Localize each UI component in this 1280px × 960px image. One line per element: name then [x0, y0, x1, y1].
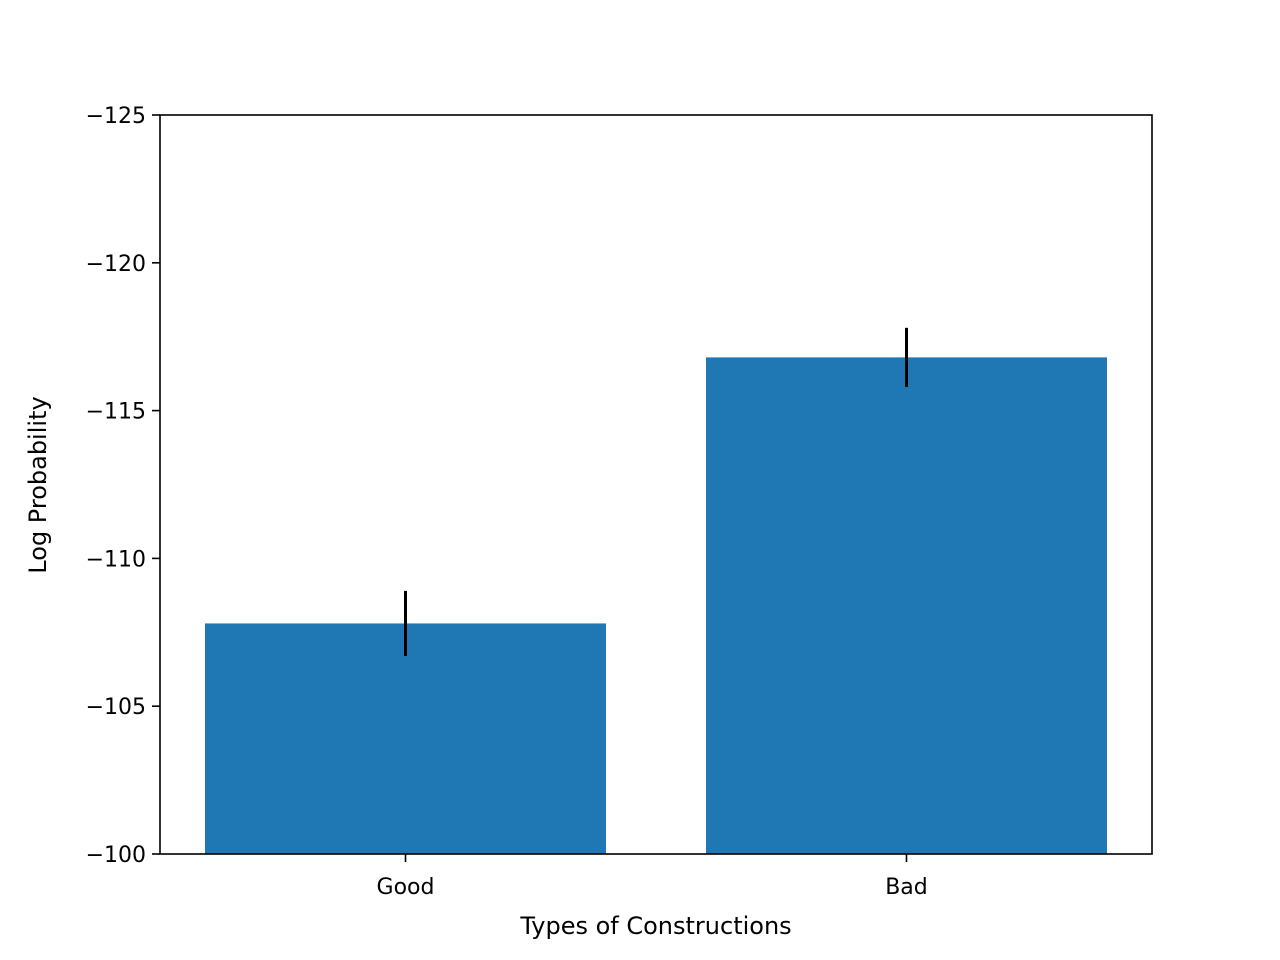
x-tick-label: Good — [377, 875, 435, 900]
y-tick-label: −115 — [86, 400, 146, 425]
bar-good — [205, 623, 606, 854]
y-tick-label: −125 — [86, 104, 146, 129]
x-axis: Good Bad — [377, 854, 928, 900]
bar-bad — [706, 357, 1107, 854]
plot-frame — [159, 114, 1153, 855]
x-axis-label: Types of Constructions — [519, 912, 791, 940]
error-bars-layer — [404, 327, 908, 656]
bars-layer — [205, 357, 1107, 854]
y-tick-label: −120 — [86, 252, 146, 277]
y-tick-label: −105 — [86, 695, 146, 720]
x-tick-label: Bad — [885, 875, 928, 900]
y-axis: −100 −105 −110 −115 −120 −125 — [86, 104, 160, 868]
y-tick-label: −100 — [86, 843, 146, 868]
y-tick-label: −110 — [86, 547, 146, 572]
y-axis-label: Log Probability — [24, 396, 52, 573]
